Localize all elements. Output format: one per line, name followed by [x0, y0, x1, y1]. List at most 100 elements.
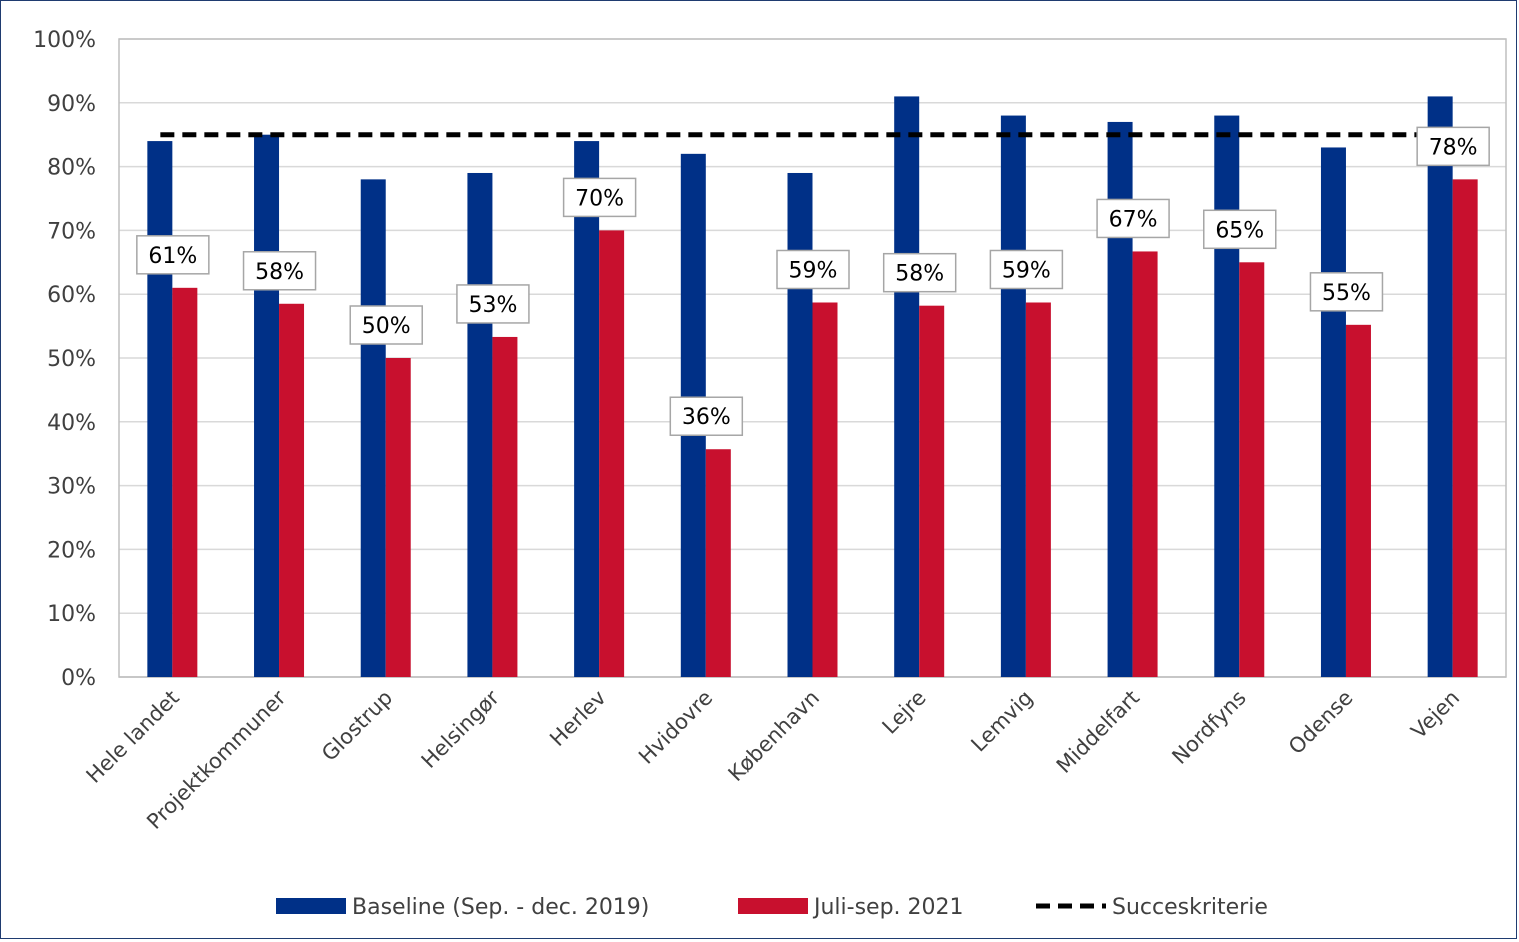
bar-juli-sep-2021: [1345, 324, 1371, 677]
data-label: 78%: [1416, 126, 1490, 167]
bar-baseline: [574, 141, 600, 677]
data-label: 61%: [136, 235, 210, 275]
data-label: 58%: [882, 252, 957, 293]
y-tick-label: 20%: [47, 538, 96, 563]
bar-baseline: [1000, 115, 1026, 677]
data-label: 50%: [349, 305, 423, 345]
x-tick-label: Odense: [1284, 686, 1358, 760]
data-label-box: [456, 284, 530, 324]
legend-item-baseline: Baseline (Sep. - dec. 2019): [276, 895, 649, 920]
legend-swatch: [738, 898, 808, 914]
data-label-box: [242, 251, 317, 291]
legend-item-juli-sep-2021: Juli-sep. 2021: [738, 895, 964, 920]
legend-swatch: [276, 898, 346, 914]
data-label: 59%: [989, 249, 1064, 290]
data-label-box: [989, 249, 1064, 290]
bar-baseline: [894, 96, 920, 678]
bar-juli-sep-2021: [705, 449, 731, 677]
legend-item-succeskriterie: Succeskriterie: [1036, 895, 1268, 920]
data-label-text: 58%: [255, 260, 304, 285]
y-tick-label: 10%: [47, 602, 96, 627]
y-tick-label: 50%: [47, 347, 96, 372]
data-label-box: [1203, 209, 1277, 250]
data-label-box: [562, 177, 637, 218]
x-tick-label: Glostrup: [317, 686, 397, 766]
bar-juli-sep-2021: [172, 287, 198, 677]
y-tick-label: 40%: [47, 411, 96, 436]
bars: [147, 96, 1478, 678]
data-label: 53%: [456, 284, 530, 324]
data-label-box: [882, 252, 957, 293]
bar-juli-sep-2021: [1025, 302, 1051, 677]
data-label: 70%: [562, 177, 637, 218]
bar-juli-sep-2021: [919, 305, 945, 677]
data-label-box: [349, 305, 423, 345]
data-labels: 61% 58% 50% 53% 70% 36% 59% 58% 59% 67% 65% 55% 78%: [136, 126, 1490, 436]
data-label-box: [1096, 198, 1170, 239]
legend-label: Juli-sep. 2021: [812, 895, 964, 920]
data-label: 58%: [242, 251, 317, 291]
data-label-text: 65%: [1215, 218, 1264, 243]
bar-juli-sep-2021: [1132, 251, 1158, 678]
data-label-box: [669, 396, 744, 436]
bar-juli-sep-2021: [385, 358, 411, 677]
x-tick-label: Middelfart: [1052, 686, 1144, 778]
y-tick-label: 0%: [61, 666, 96, 691]
data-label-text: 55%: [1322, 281, 1371, 306]
bar-baseline: [1214, 115, 1240, 677]
data-label-text: 58%: [895, 262, 944, 287]
bar-juli-sep-2021: [1239, 262, 1265, 677]
x-tick-label: Lemvig: [966, 686, 1037, 757]
bar-baseline: [787, 172, 813, 678]
x-tick-label: Nordfyns: [1167, 686, 1250, 769]
bar-baseline: [254, 134, 280, 677]
y-tick-label: 80%: [47, 156, 96, 181]
data-label: 36%: [669, 396, 744, 436]
data-label-text: 61%: [148, 244, 197, 269]
legend: Baseline (Sep. - dec. 2019) Juli-sep. 202…: [276, 895, 1268, 920]
data-label-box: [1416, 126, 1490, 167]
y-axis-ticks: 0% 10% 20% 30% 40% 50% 60% 70% 80% 90% 100%: [33, 28, 96, 691]
y-tick-label: 90%: [47, 92, 96, 117]
y-tick-label: 100%: [33, 28, 96, 53]
data-label-text: 59%: [789, 258, 838, 283]
y-tick-label: 70%: [47, 219, 96, 244]
bar-juli-sep-2021: [492, 336, 518, 677]
x-tick-label: Vejen: [1406, 686, 1464, 744]
bar-baseline: [1320, 147, 1346, 677]
data-label-text: 50%: [362, 314, 411, 339]
data-label-text: 59%: [1002, 258, 1051, 283]
bar-baseline: [1427, 96, 1453, 678]
bar-juli-sep-2021: [812, 302, 838, 677]
data-label: 67%: [1096, 198, 1170, 239]
data-label-box: [776, 249, 850, 290]
data-label-box: [136, 235, 210, 275]
x-tick-label: Lejre: [878, 686, 931, 739]
bar-baseline: [147, 141, 173, 677]
data-label-text: 78%: [1429, 135, 1478, 160]
data-label: 59%: [776, 249, 850, 290]
x-tick-label: Helsingør: [417, 685, 505, 773]
legend-label: Baseline (Sep. - dec. 2019): [352, 895, 649, 920]
data-label-text: 36%: [682, 405, 731, 430]
x-tick-label: Herlev: [545, 686, 610, 751]
data-label: 55%: [1309, 272, 1384, 312]
data-label-text: 53%: [468, 293, 517, 318]
legend-label: Succeskriterie: [1112, 895, 1268, 920]
bar-juli-sep-2021: [1452, 179, 1478, 678]
bar-juli-sep-2021: [599, 230, 625, 677]
y-tick-label: 30%: [47, 475, 96, 500]
bar-baseline: [467, 172, 493, 678]
data-label-text: 70%: [575, 186, 624, 211]
data-label: 65%: [1203, 209, 1277, 250]
data-label-text: 67%: [1109, 207, 1158, 232]
x-tick-label: Hvidovre: [634, 686, 717, 769]
x-tick-label: København: [724, 686, 824, 786]
bar-baseline: [360, 179, 386, 678]
bar-juli-sep-2021: [279, 303, 305, 677]
y-tick-label: 60%: [47, 283, 96, 308]
data-label-box: [1309, 272, 1384, 312]
